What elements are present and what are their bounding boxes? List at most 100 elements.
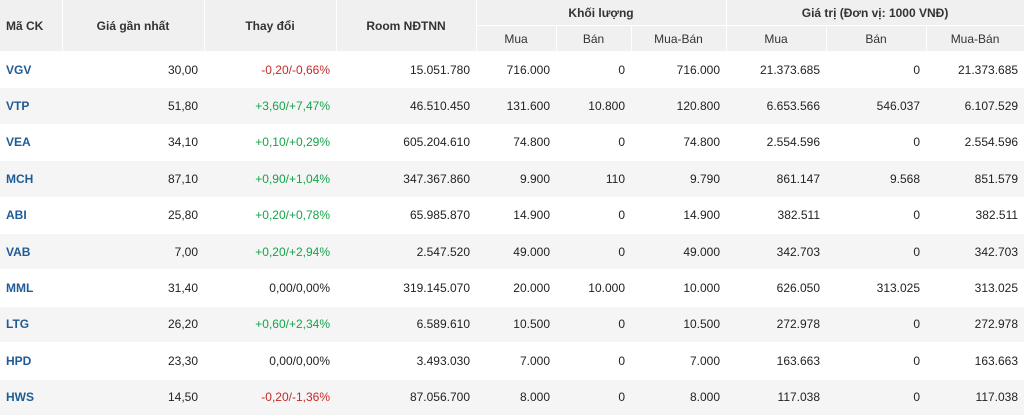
value-buy-cell: 342.703 — [726, 233, 827, 271]
room-cell: 87.056.700 — [336, 379, 476, 416]
value-sell-cell: 0 — [826, 342, 927, 380]
volume-buy-cell: 74.800 — [476, 124, 556, 162]
volume-buy-cell: 49.000 — [476, 233, 556, 271]
header-code[interactable]: Mã CK — [0, 0, 63, 52]
change-cell: +0,60/+2,34% — [204, 306, 336, 344]
volume-buy-cell: 9.900 — [476, 160, 556, 198]
header-last-price[interactable]: Giá gần nhất — [62, 0, 205, 52]
ticker-link[interactable]: VEA — [6, 135, 31, 150]
ticker-link[interactable]: MCH — [6, 171, 34, 186]
volume-net-cell: 7.000 — [631, 342, 727, 380]
value-sell-cell: 0 — [826, 233, 927, 271]
value-buy-cell: 626.050 — [726, 269, 827, 307]
value-sell-cell: 0 — [826, 51, 927, 89]
ticker-link[interactable]: LTG — [6, 317, 30, 332]
value-buy-cell: 272.978 — [726, 306, 827, 344]
value-sell-cell: 0 — [826, 124, 927, 162]
volume-net-cell: 716.000 — [631, 51, 727, 89]
ticker-code: VTP — [0, 87, 62, 125]
value-sell-cell: 546.037 — [826, 87, 927, 125]
value-net-cell: 163.663 — [926, 342, 1024, 380]
ticker-link[interactable]: HPD — [6, 353, 32, 368]
ticker-link[interactable]: VGV — [6, 62, 32, 77]
volume-buy-cell: 14.900 — [476, 197, 556, 234]
room-cell: 46.510.450 — [336, 87, 476, 125]
volume-sell-cell: 0 — [556, 233, 631, 271]
volume-sell-cell: 0 — [556, 306, 631, 344]
ticker-code: MML — [0, 269, 62, 307]
ticker-code: VEA — [0, 124, 62, 162]
table-header: Mã CK Giá gần nhất Thay đổi Room NĐTNN K… — [0, 0, 1024, 52]
table-row[interactable]: VGV 30,00 -0,20/-0,66% 15.051.780 716.000 0 71… — [0, 51, 1024, 89]
table-row[interactable]: HPD 23,30 0,00/0,00% 3.493.030 7.000 0 7.000 16… — [0, 342, 1024, 380]
volume-buy-cell: 20.000 — [476, 269, 556, 307]
value-net-cell: 382.511 — [926, 197, 1024, 234]
ticker-code: LTG — [0, 306, 62, 344]
last-price-cell: 26,20 — [62, 306, 204, 344]
volume-net-cell: 74.800 — [631, 124, 727, 162]
table-row[interactable]: MML 31,40 0,00/0,00% 319.145.070 20.000 10.00… — [0, 269, 1024, 307]
room-cell: 15.051.780 — [336, 51, 476, 89]
header-volume-buy[interactable]: Mua — [476, 25, 557, 52]
change-cell: +0,20/+2,94% — [204, 233, 336, 271]
value-buy-cell: 6.653.566 — [726, 87, 827, 125]
value-net-cell: 117.038 — [926, 379, 1024, 416]
room-cell: 65.985.870 — [336, 197, 476, 234]
header-value-sell[interactable]: Bán — [826, 25, 927, 52]
volume-sell-cell: 0 — [556, 51, 631, 89]
value-sell-cell: 9.568 — [826, 160, 927, 198]
table-row[interactable]: LTG 26,20 +0,60/+2,34% 6.589.610 10.500 0 10.5… — [0, 306, 1024, 344]
table-row[interactable]: VAB 7,00 +0,20/+2,94% 2.547.520 49.000 0 49.00… — [0, 233, 1024, 271]
table-row[interactable]: VEA 34,10 +0,10/+0,29% 605.204.610 74.800 0 74… — [0, 124, 1024, 162]
room-cell: 6.589.610 — [336, 306, 476, 344]
volume-buy-cell: 7.000 — [476, 342, 556, 380]
volume-sell-cell: 0 — [556, 342, 631, 380]
table-row[interactable]: MCH 87,10 +0,90/+1,04% 347.367.860 9.900 110 9… — [0, 160, 1024, 198]
change-cell: -0,20/-0,66% — [204, 51, 336, 89]
ticker-link[interactable]: VAB — [6, 244, 31, 259]
room-cell: 605.204.610 — [336, 124, 476, 162]
header-value-buy[interactable]: Mua — [726, 25, 827, 52]
header-room[interactable]: Room NĐTNN — [336, 0, 477, 52]
value-net-cell: 313.025 — [926, 269, 1024, 307]
value-buy-cell: 117.038 — [726, 379, 827, 416]
table-body: VGV 30,00 -0,20/-0,66% 15.051.780 716.000 0 71… — [0, 51, 1024, 416]
ticker-link[interactable]: VTP — [6, 99, 30, 114]
value-sell-cell: 0 — [826, 306, 927, 344]
table-row[interactable]: VTP 51,80 +3,60/+7,47% 46.510.450 131.600 10.… — [0, 87, 1024, 125]
value-net-cell: 342.703 — [926, 233, 1024, 271]
header-volume-net[interactable]: Mua-Bán — [631, 25, 727, 52]
room-cell: 2.547.520 — [336, 233, 476, 271]
room-cell: 319.145.070 — [336, 269, 476, 307]
header-volume-sell[interactable]: Bán — [556, 25, 632, 52]
ticker-code: VAB — [0, 233, 62, 271]
change-cell: 0,00/0,00% — [204, 342, 336, 380]
header-value-group: Giá trị (Đơn vị: 1000 VNĐ) — [726, 0, 1024, 26]
header-value-net[interactable]: Mua-Bán — [926, 25, 1024, 52]
volume-buy-cell: 131.600 — [476, 87, 556, 125]
last-price-cell: 30,00 — [62, 51, 204, 89]
value-sell-cell: 0 — [826, 197, 927, 234]
value-buy-cell: 382.511 — [726, 197, 827, 234]
change-cell: 0,00/0,00% — [204, 269, 336, 307]
change-cell: +0,10/+0,29% — [204, 124, 336, 162]
ticker-link[interactable]: ABI — [6, 208, 27, 223]
ticker-link[interactable]: HWS — [6, 390, 34, 405]
volume-net-cell: 49.000 — [631, 233, 727, 271]
volume-buy-cell: 10.500 — [476, 306, 556, 344]
table-row[interactable]: ABI 25,80 +0,20/+0,78% 65.985.870 14.900 0 14.… — [0, 197, 1024, 234]
volume-net-cell: 10.000 — [631, 269, 727, 307]
last-price-cell: 34,10 — [62, 124, 204, 162]
volume-sell-cell: 0 — [556, 197, 631, 234]
room-cell: 3.493.030 — [336, 342, 476, 380]
table-row[interactable]: HWS 14,50 -0,20/-1,36% 87.056.700 8.000 0 8.00… — [0, 379, 1024, 416]
volume-buy-cell: 716.000 — [476, 51, 556, 89]
value-net-cell: 272.978 — [926, 306, 1024, 344]
ticker-link[interactable]: MML — [6, 281, 34, 296]
volume-net-cell: 14.900 — [631, 197, 727, 234]
last-price-cell: 31,40 — [62, 269, 204, 307]
header-change[interactable]: Thay đổi — [204, 0, 337, 52]
value-buy-cell: 861.147 — [726, 160, 827, 198]
value-buy-cell: 163.663 — [726, 342, 827, 380]
last-price-cell: 25,80 — [62, 197, 204, 234]
